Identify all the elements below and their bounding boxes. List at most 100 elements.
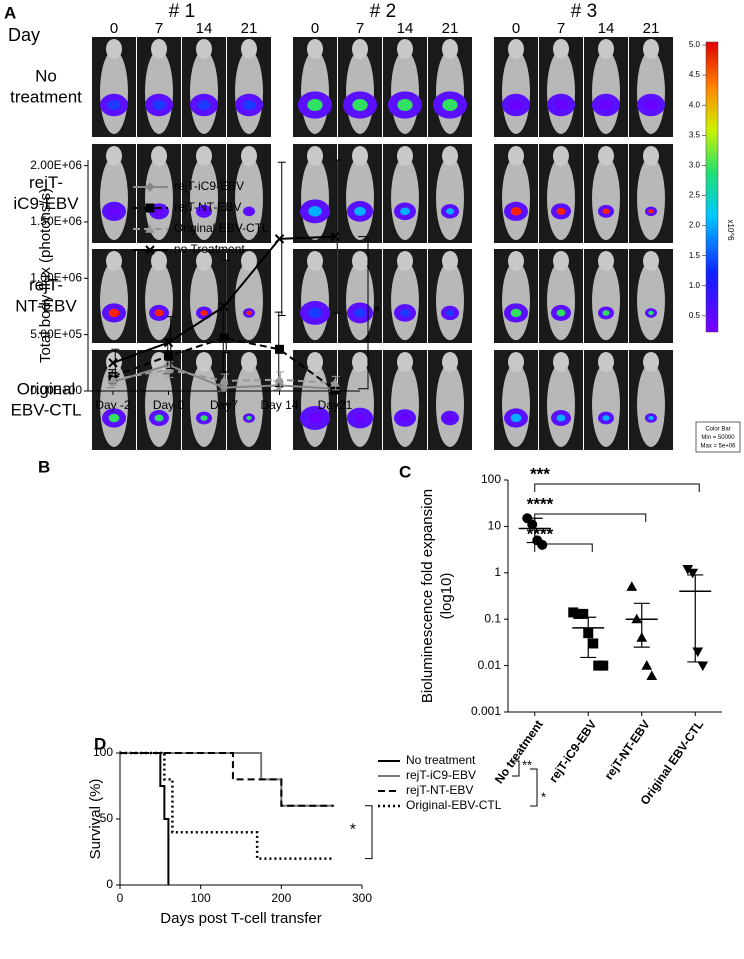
significance-bracket [534,483,700,492]
day-tick: 14 [598,20,615,37]
signal-core [644,100,658,110]
colorbar-box-text: Color Bar [705,427,730,433]
group-label: # 1 [169,1,195,22]
mouse-body [346,156,374,241]
signal-core [308,412,322,424]
group-label: # 2 [370,1,396,22]
x-tick-label: 0 [117,891,124,905]
mouse-body [190,261,218,341]
day-tick: 21 [442,20,459,37]
group-label: # 3 [571,1,597,22]
mouse-head [508,352,524,372]
sd-bar [580,616,597,659]
mouse-head [196,39,212,59]
mouse-head [553,352,569,372]
signal-core [308,307,322,319]
signal-core [602,208,610,215]
signal-core [445,208,455,215]
marker [641,660,653,670]
signal-core [246,209,252,214]
mouse-head [106,251,122,271]
significance: *** [530,464,550,483]
mouse-head [241,251,257,271]
mouse-head [307,352,323,372]
signal-core [510,207,522,216]
mouse-head [241,146,257,166]
day-tick: 7 [557,20,565,37]
significance-bracket [358,236,369,390]
colorbar-tick: 2.5 [689,191,701,200]
signal-core [400,414,410,422]
panel-letter: A [4,3,16,22]
mouse-head [442,146,458,166]
mouse-head [643,251,659,271]
signal-core [200,208,208,215]
colorbar-tick: 2.0 [689,221,701,230]
y-tick-label: 0.00E+00 [30,383,82,397]
mouse-head [553,39,569,59]
significance: * [541,789,546,804]
colorbar-box-text: Max = 5e+06 [700,444,736,450]
y-tick-label: 0.01 [478,658,502,672]
mouse-head [643,39,659,59]
day-tick: 14 [397,20,414,37]
mouse-head [397,251,413,271]
legend-label: rejT-NT-EBV [174,200,241,214]
significance-bracket [534,543,593,552]
marker [219,333,229,343]
marker [692,647,704,658]
legend-marker [145,223,155,233]
x-axis-title: Days post T-cell transfer [160,910,321,927]
legend-label: Original EBV-CTL [174,221,269,235]
mouse-body [502,363,530,447]
mouse-head [397,146,413,166]
day-tick: 7 [155,20,163,37]
marker [274,374,285,384]
mouse-body [391,261,419,341]
mouse-body [100,156,128,241]
color-bar [705,41,719,333]
mouse-body [145,156,173,241]
mouse-body [637,50,665,134]
colorbar-box [695,421,741,453]
sd-bar [687,574,704,663]
day-tick: 7 [356,20,364,37]
y-tick-label: 100 [481,472,501,486]
significance-bracket [365,805,373,860]
signal-core [445,414,455,422]
signal-core [200,415,208,421]
marker [274,234,285,244]
marker [626,581,638,591]
mouse-body [235,156,263,241]
marker [108,358,118,368]
row-label: Original [17,379,76,398]
mouse-head [307,146,323,166]
mouse-head [307,251,323,271]
row-label: treatment [10,87,82,106]
signal-core [648,310,654,316]
mouse-body [637,156,665,241]
mouse-body [145,261,173,341]
mouse-body [436,261,464,341]
signal-core [445,309,455,317]
marker [598,660,609,671]
colorbar-box-text: Min = 50000 [701,435,735,441]
mouse-head [196,251,212,271]
day-label: Day [8,25,40,45]
mouse-head [241,39,257,59]
day-tick: 0 [110,20,118,37]
mouse-head [598,146,614,166]
mouse-body [391,363,419,447]
mouse-body [547,156,575,241]
mouse-head [241,352,257,372]
mouse-body [592,261,620,341]
marker [219,375,229,385]
signal-core [246,310,252,316]
panel-letter: C [399,462,411,481]
x-tick-label: Day 0 [153,398,185,412]
mouse-body [547,261,575,341]
legend-marker [145,203,155,213]
day-tick: 14 [196,20,213,37]
row-label: rejT- [29,173,63,192]
marker [697,661,709,672]
